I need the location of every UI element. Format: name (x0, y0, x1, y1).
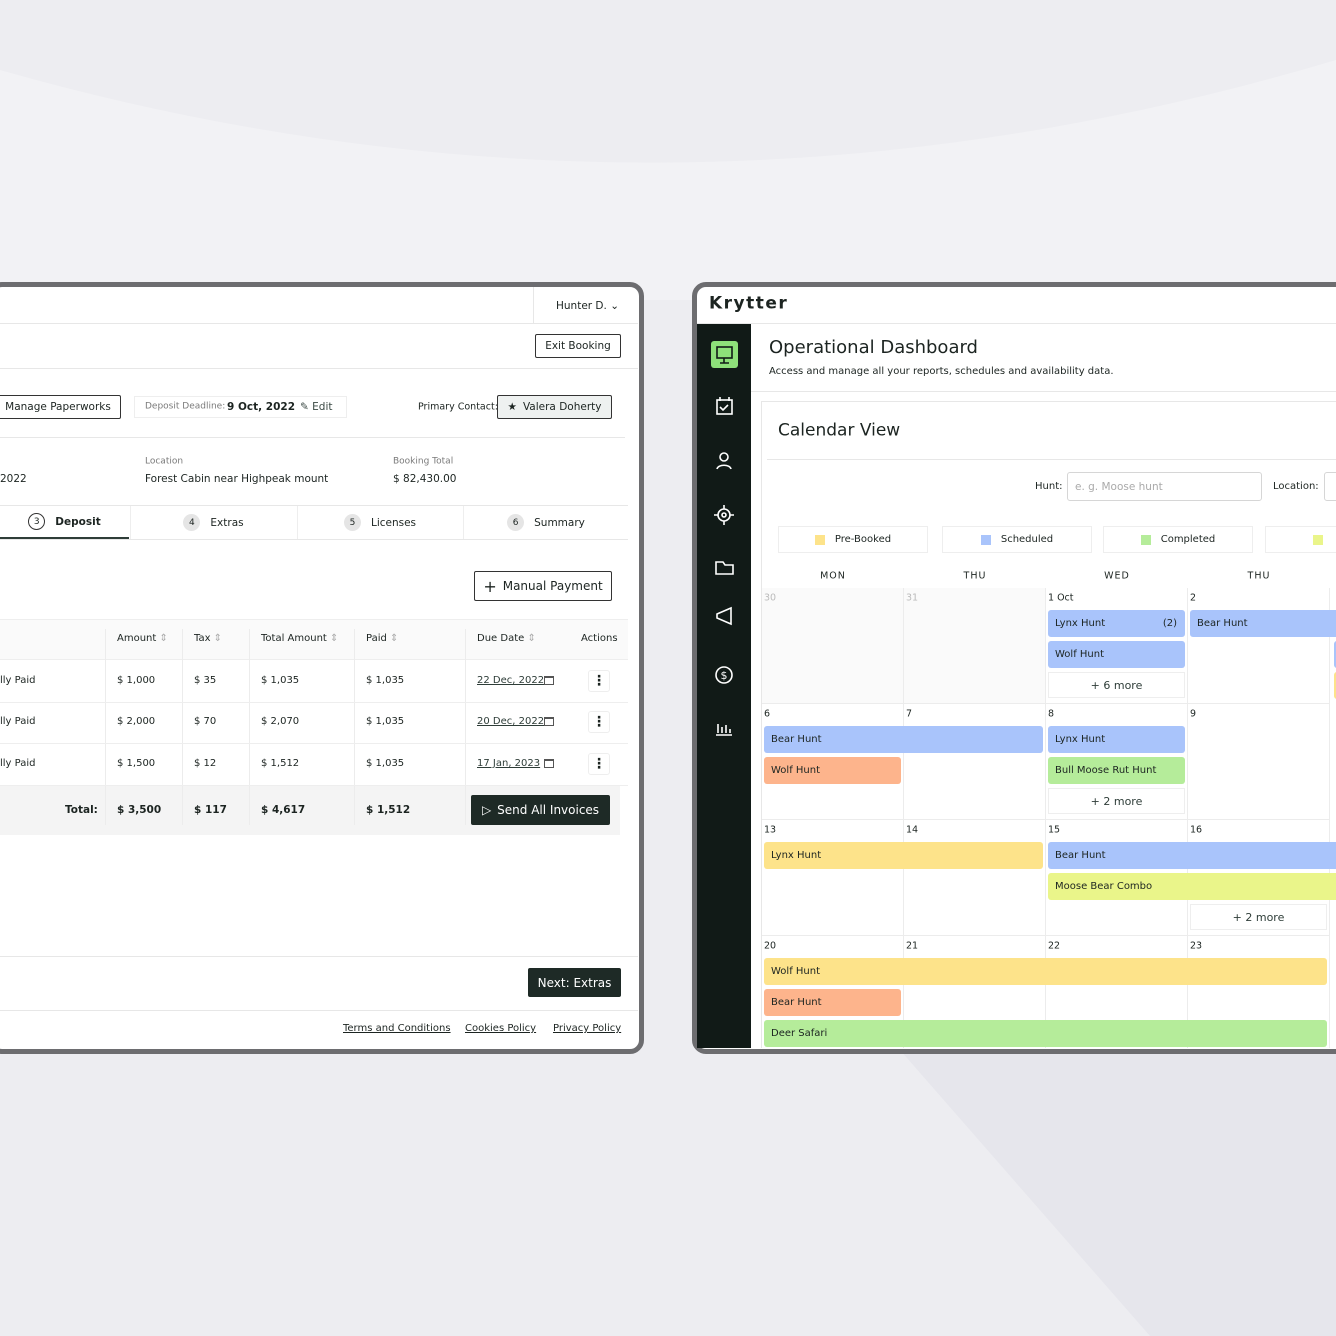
calendar-title: Calendar View (778, 420, 901, 441)
event (1334, 672, 1336, 699)
day-number: 9 (1190, 708, 1197, 720)
hunt-placeholder: e. g. Moose hunt (1075, 480, 1163, 493)
event (1334, 641, 1336, 668)
location-filter-label: Location: (1273, 481, 1319, 492)
event-label: Deer Safari (771, 1028, 828, 1039)
day-cell (904, 936, 1046, 1048)
day-number: 8 (1048, 708, 1055, 720)
dashboard-title: Operational Dashboard (769, 337, 978, 358)
legend-item[interactable]: Scheduled (942, 526, 1092, 553)
day-cell (904, 704, 1046, 820)
event-label: Bear Hunt (1197, 618, 1248, 629)
event-label: Bull Moose Rut Hunt (1055, 765, 1157, 776)
legend-swatch (1140, 534, 1151, 545)
event[interactable]: Bear Hunt (764, 726, 1043, 753)
dashboard-subtitle: Access and manage all your reports, sche… (769, 366, 1114, 377)
event[interactable]: Wolf Hunt (764, 757, 901, 784)
day-cell (1046, 936, 1188, 1048)
event-label: Wolf Hunt (1055, 649, 1105, 660)
event-label: Bear Hunt (771, 997, 822, 1008)
event[interactable]: Wolf Hunt (764, 958, 1327, 985)
event[interactable]: Lynx Hunt (764, 842, 1043, 869)
event-count: (2) (1162, 618, 1177, 629)
day-cell (1188, 936, 1330, 1048)
legend-item[interactable]: Completed (1103, 526, 1253, 553)
event-label: Moose Bear Combo (1055, 881, 1153, 892)
day-number: 6 (764, 708, 771, 720)
day-header: MON (820, 570, 846, 582)
day-number: 22 (1048, 940, 1061, 952)
event-label: Bear Hunt (1055, 850, 1106, 861)
hunt-input[interactable] (1067, 472, 1262, 501)
day-number: 30 (764, 592, 777, 604)
more-link[interactable]: + 2 more (1048, 788, 1185, 814)
day-number: 13 (764, 824, 777, 836)
brand: Krytter (709, 293, 789, 314)
event[interactable]: Moose Bear Combo (1048, 873, 1336, 900)
event[interactable]: Deer Safari (764, 1020, 1327, 1047)
day-cell (1188, 588, 1330, 704)
legend-label: Completed (1160, 534, 1216, 545)
event-label: Wolf Hunt (771, 966, 821, 977)
day-cell (904, 820, 1046, 936)
event[interactable]: Bear Hunt (1048, 842, 1336, 869)
more-link[interactable]: + 6 more (1048, 672, 1185, 698)
event[interactable]: Wolf Hunt (1048, 641, 1185, 668)
more-link[interactable]: + 2 more (1190, 904, 1327, 930)
legend-item (1265, 526, 1336, 553)
day-header: THU (1247, 570, 1271, 582)
day-number: 31 (906, 592, 919, 604)
legend-label: Scheduled (1000, 534, 1054, 545)
day-number: 14 (906, 824, 919, 836)
day-cell (762, 588, 904, 704)
event-label: Lynx Hunt (1055, 618, 1106, 629)
event-label: Lynx Hunt (771, 850, 822, 861)
day-header: THU (963, 570, 987, 582)
day-cell (762, 704, 904, 820)
legend-label: Pre-Booked (834, 534, 892, 545)
legend-swatch (980, 534, 991, 545)
day-number: 21 (906, 940, 919, 952)
hunt-label: Hunt: (1035, 481, 1063, 492)
event[interactable]: Bear Hunt (1190, 610, 1336, 637)
dashboard-content: Krytter $ Operational Dashboard Access a… (697, 287, 1336, 1048)
event-label: Bear Hunt (771, 734, 822, 745)
sidebar: $ (697, 324, 751, 1048)
event[interactable]: Lynx Hunt (2) (1048, 610, 1185, 637)
svg-text:$: $ (721, 669, 728, 682)
event-label: Wolf Hunt (771, 765, 821, 776)
event[interactable]: Bull Moose Rut Hunt (1048, 757, 1185, 784)
day-header: WED (1104, 570, 1130, 582)
day-cell (762, 936, 904, 1048)
day-number: 20 (764, 940, 777, 952)
event-label: Lynx Hunt (1055, 734, 1106, 745)
event[interactable]: Lynx Hunt (1048, 726, 1185, 753)
day-cell (1188, 704, 1330, 820)
day-cell (762, 820, 904, 936)
location-input[interactable] (1324, 472, 1336, 501)
day-number: 16 (1190, 824, 1203, 836)
legend-item[interactable]: Pre-Booked (778, 526, 928, 553)
day-number: 2 (1190, 592, 1197, 604)
day-number: 23 (1190, 940, 1203, 952)
day-cell (1046, 704, 1188, 820)
booking-panel (0, 282, 644, 1054)
day-number: 7 (906, 708, 913, 720)
day-number: 1 Oct (1048, 592, 1074, 604)
legend-swatch (814, 534, 825, 545)
event[interactable]: Bear Hunt (764, 989, 901, 1016)
day-number: 15 (1048, 824, 1061, 836)
day-cell (904, 588, 1046, 704)
day-cell (1046, 588, 1188, 704)
